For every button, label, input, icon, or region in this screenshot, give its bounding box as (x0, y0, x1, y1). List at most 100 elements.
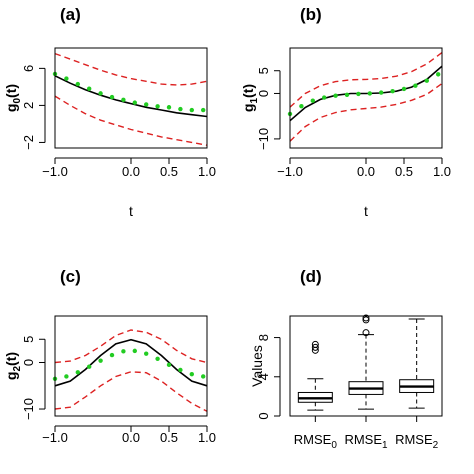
data-point-c-11 (178, 367, 183, 373)
panel-label-d: (d) (300, 267, 322, 286)
x-tick-label-c-1: 0.0 (122, 430, 140, 445)
data-point-b-9 (390, 88, 395, 94)
plot-frame-b (289, 47, 443, 149)
y-tick-label-a-1: 2 (21, 102, 36, 109)
panel-label-a: (a) (60, 5, 81, 24)
data-point-c-7 (132, 348, 137, 354)
estimate-line-a-0 (54, 75, 208, 118)
data-point-b-6 (356, 91, 361, 97)
y-axis-label-a: g0(t) (3, 84, 23, 112)
data-point-c-1 (64, 374, 69, 379)
data-point-c-4 (98, 358, 103, 363)
x-tick-label-c-0: −1.0 (42, 430, 68, 445)
plot-frame-a (54, 47, 208, 149)
category-label-0: RMSE0 (294, 432, 338, 451)
data-point-c-8 (144, 351, 149, 356)
data-point-b-4 (333, 93, 338, 98)
category-label-1: RMSE1 (344, 432, 388, 451)
data-point-a-13 (201, 107, 206, 113)
x-tick-label-c-3: 1.0 (198, 430, 216, 445)
y-tick-label-a-0: −2 (21, 135, 36, 150)
data-point-b-5 (344, 92, 350, 98)
x-tick-label-a-1: 0.0 (122, 164, 140, 179)
data-point-a-11 (178, 106, 183, 112)
data-point-a-12 (189, 107, 194, 113)
data-point-c-10 (166, 362, 172, 368)
estimate-line-c-0 (54, 338, 208, 387)
outlier-1-1 (362, 316, 370, 324)
outlier-0-2 (311, 340, 319, 348)
panel-d: (d) RMSE0 RMSE1 RMSE2 0 4 8 Values (249, 267, 443, 451)
band-line-a-1 (54, 52, 208, 86)
data-point-b-7 (367, 91, 372, 96)
data-point-c-9 (155, 356, 160, 361)
data-point-b-13 (436, 72, 441, 77)
x-axis-label-a: t (129, 203, 133, 219)
data-point-a-5 (109, 94, 115, 100)
band-line-a-2 (54, 95, 208, 146)
x-tick-label-c-2: 0.5 (160, 430, 178, 445)
x-tick-label-b-0: −1.0 (277, 164, 303, 179)
data-point-b-2 (310, 98, 315, 103)
x-axis-label-b: t (364, 203, 368, 219)
y-tick-label-b-0: −10 (256, 128, 271, 150)
plot-frame-d (289, 315, 443, 417)
data-point-a-2 (75, 81, 81, 87)
data-point-b-11 (413, 83, 418, 88)
y-axis-label-d: Values (249, 345, 265, 387)
x-tick-label-a-2: 0.5 (160, 164, 178, 179)
x-tick-label-a-0: −1.0 (42, 164, 68, 179)
y-tick-label-d-2: 8 (256, 334, 271, 341)
x-tick-label-b-1: 0.0 (357, 164, 375, 179)
data-point-c-6 (121, 349, 126, 354)
y-tick-label-b-2: 5 (256, 67, 271, 74)
y-tick-label-c-1: 0 (21, 359, 36, 366)
estimate-line-b-0 (289, 65, 443, 122)
x-tick-label-b-2: 0.5 (395, 164, 413, 179)
band-line-c-1 (54, 329, 208, 364)
plot-frame-c (54, 315, 208, 417)
y-tick-label-c-2: 5 (21, 336, 36, 343)
band-line-b-1 (289, 51, 443, 108)
data-point-c-12 (189, 371, 194, 377)
data-point-b-3 (322, 95, 327, 100)
data-point-c-13 (201, 374, 206, 379)
band-line-c-2 (54, 371, 208, 412)
data-point-c-3 (87, 364, 92, 369)
panel-label-b: (b) (300, 5, 322, 24)
y-tick-label-a-2: 6 (21, 65, 36, 72)
y-axis-label-c: g2(t) (3, 352, 23, 380)
data-point-a-10 (166, 105, 172, 110)
panel-label-c: (c) (60, 267, 81, 286)
data-point-c-2 (75, 370, 81, 375)
data-point-a-7 (132, 100, 137, 105)
data-point-b-8 (379, 90, 384, 95)
data-point-a-8 (144, 102, 149, 107)
data-point-b-12 (424, 78, 429, 83)
y-tick-label-b-1: 0 (256, 90, 271, 97)
data-point-a-9 (155, 104, 160, 109)
data-point-b-1 (299, 103, 304, 109)
panel-c: (c) −1.0 0.0 0.5 1.0 −10 0 5 g2(t) (3, 267, 216, 445)
y-axis-label-b: g1(t) (240, 84, 260, 112)
data-point-a-4 (98, 91, 103, 96)
x-tick-label-a-3: 1.0 (198, 164, 216, 179)
y-tick-label-d-1: 4 (256, 373, 271, 380)
panel-b: (b) −1.0 0.0 0.5 1.0 −10 0 5 g1(t) t (240, 5, 451, 219)
data-point-a-3 (87, 86, 92, 91)
data-point-b-10 (401, 86, 407, 92)
data-point-c-5 (109, 352, 115, 358)
outlier-1-0 (362, 329, 370, 337)
y-tick-label-d-0: 0 (256, 412, 271, 419)
band-line-b-2 (289, 82, 443, 142)
data-point-a-6 (121, 97, 126, 103)
data-point-a-1 (64, 76, 69, 81)
panel-a: (a) −1.0 0.0 0.5 1.0 −2 2 6 g0(t) t (3, 5, 216, 219)
y-tick-label-c-0: −10 (21, 398, 36, 420)
x-tick-label-b-3: 1.0 (433, 164, 451, 179)
outlier-1-2 (362, 314, 370, 322)
category-label-2: RMSE2 (395, 432, 439, 451)
outlier-0-1 (311, 343, 319, 351)
